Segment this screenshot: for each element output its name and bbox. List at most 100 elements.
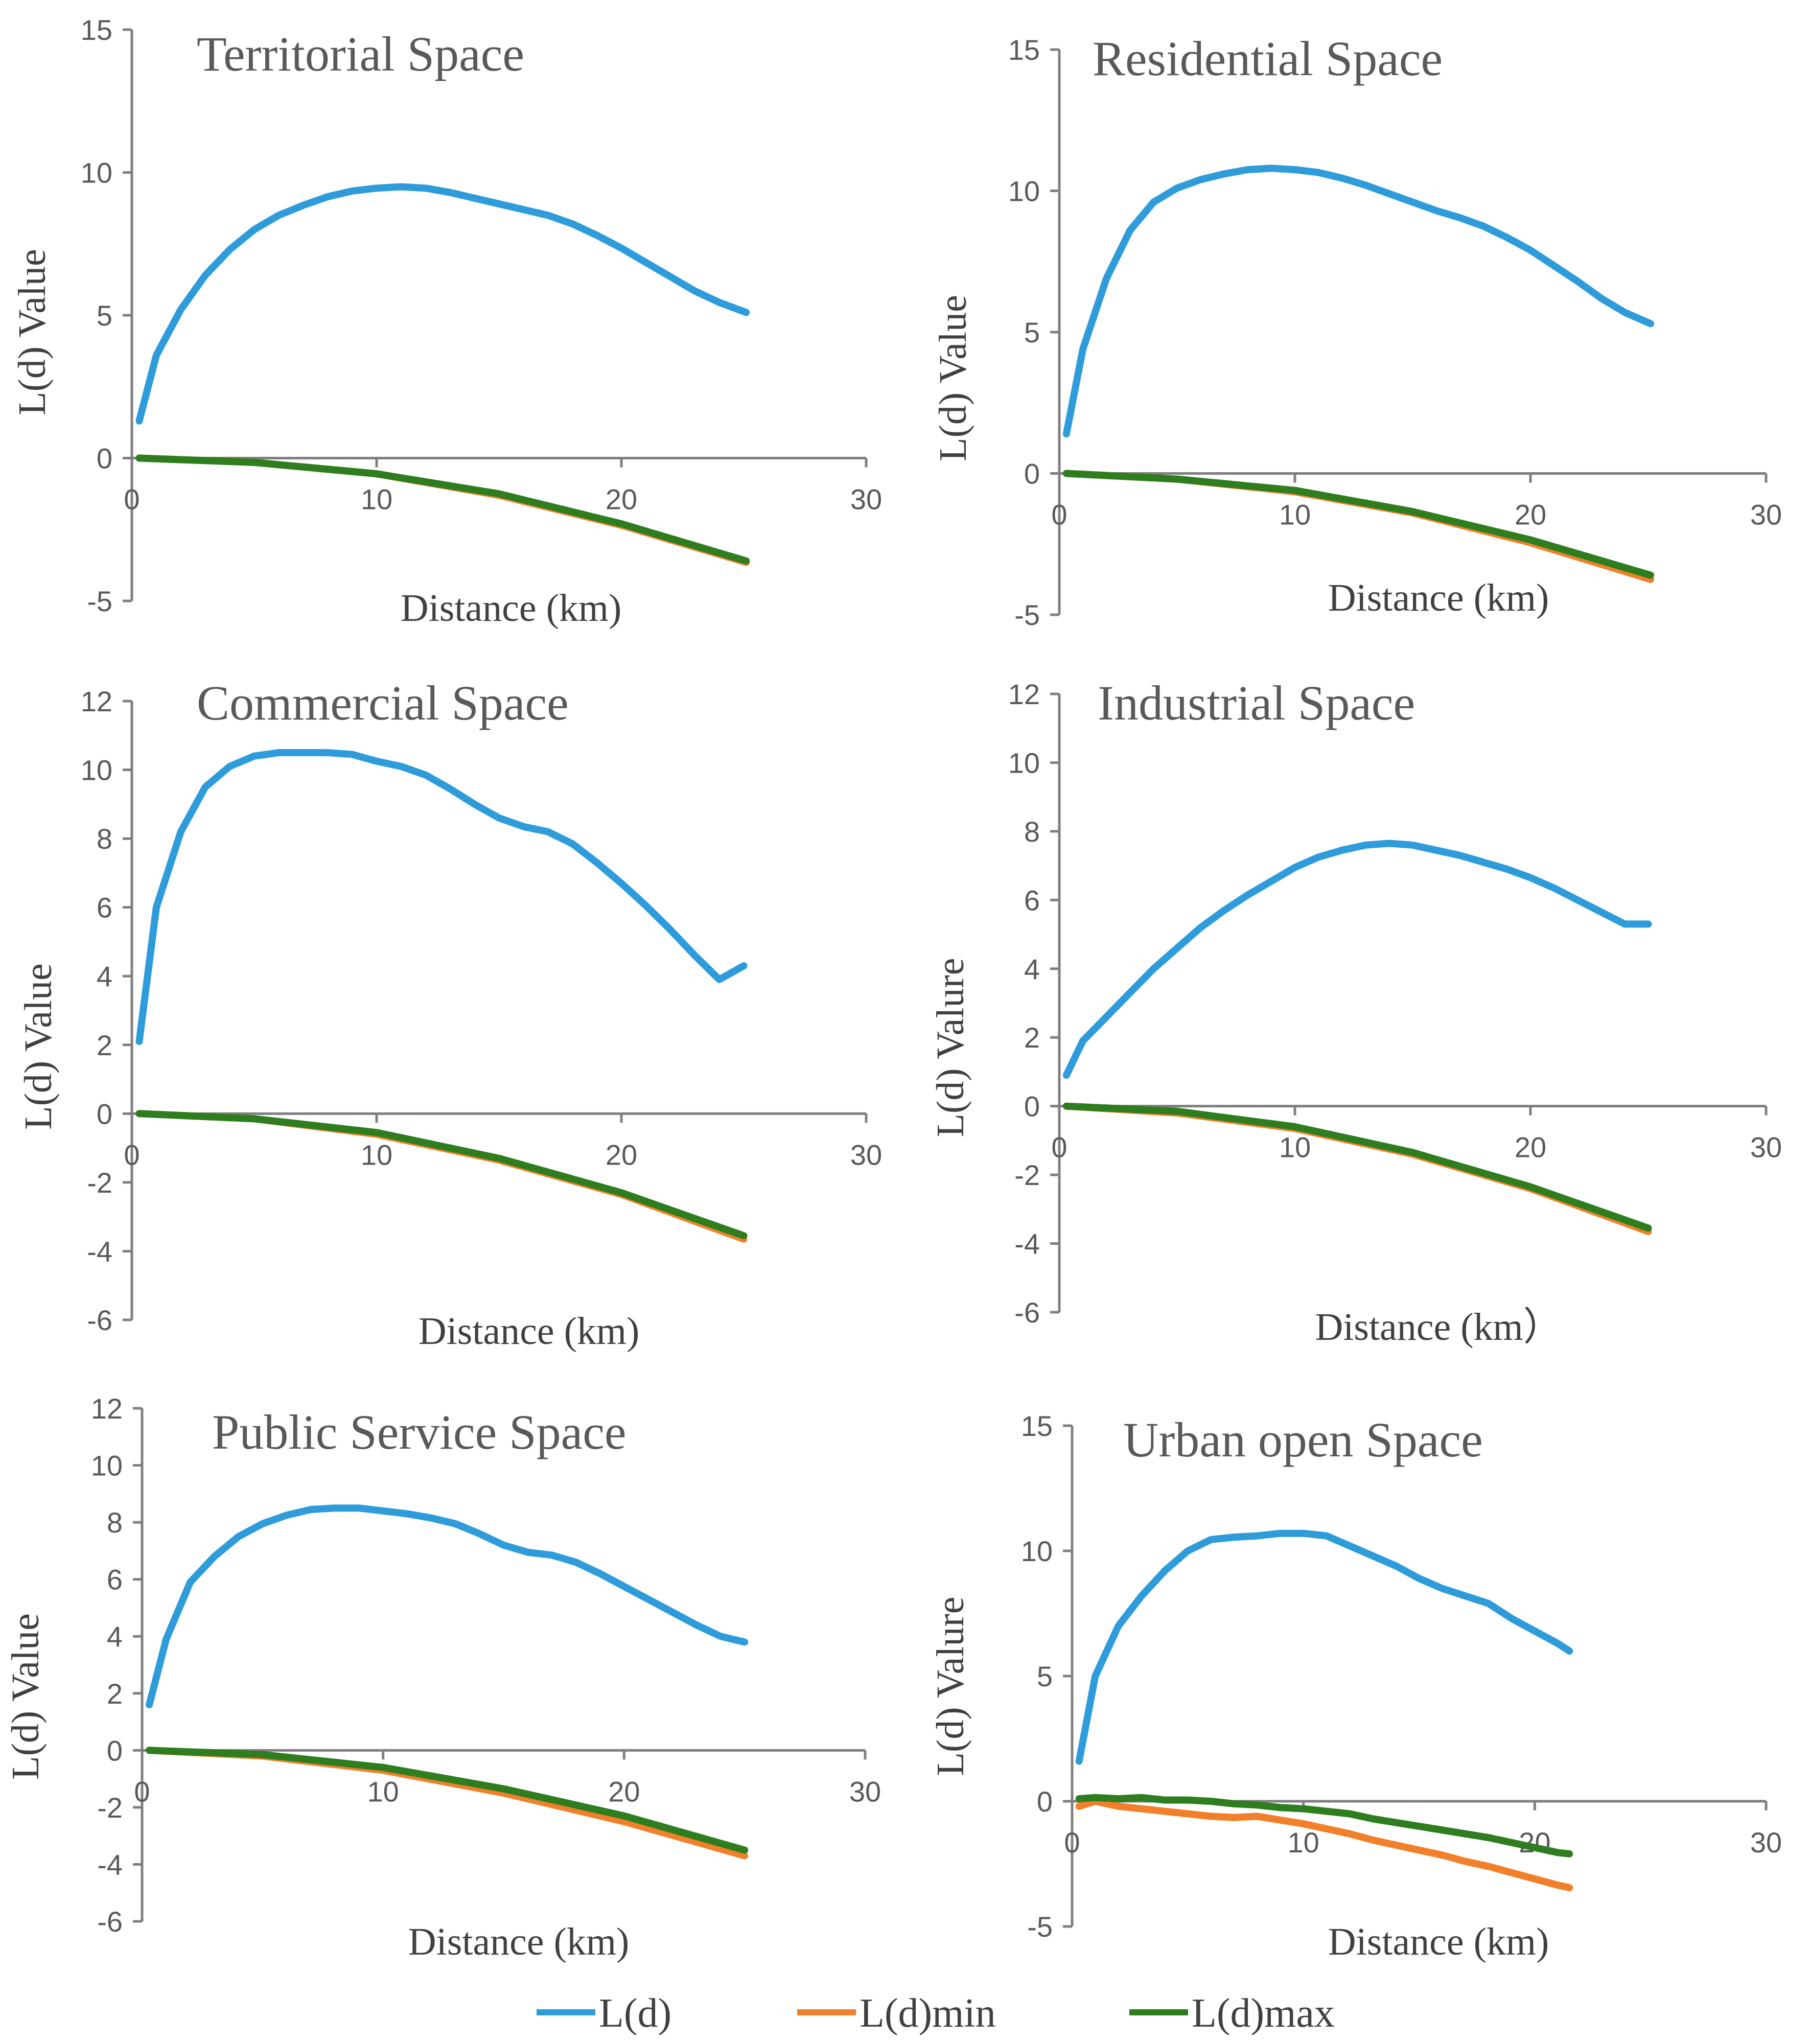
y-tick-label: -2 <box>97 1792 123 1824</box>
y-tick-label: 0 <box>1024 458 1040 490</box>
y-axis-label: L(d) Value <box>4 1613 47 1780</box>
chart-panel-1: -5 0 5 10 15 0 10 20 30 Territorial Space Distance… <box>11 14 882 630</box>
y-tick-label: 2 <box>97 1029 112 1061</box>
panel-title: Urban open Space <box>1123 1412 1483 1467</box>
panel-title: Residential Space <box>1093 31 1443 86</box>
y-tick-label: 2 <box>1024 1021 1040 1054</box>
y-tick-label: 10 <box>91 1450 123 1482</box>
y-tick-label: 0 <box>97 443 112 475</box>
y-tick-label: 12 <box>1008 678 1040 710</box>
y-tick-label: 12 <box>91 1392 123 1425</box>
legend-label: L(d) <box>599 1991 671 2036</box>
y-tick-label: 4 <box>97 960 112 992</box>
x-axis-label: Distance (km) <box>419 1310 640 1353</box>
y-tick-label: 10 <box>1008 175 1040 207</box>
y-tick-label: 0 <box>107 1734 123 1767</box>
chart-panel-2: -5 0 5 10 15 0 10 20 30 Residential Space Distance… <box>932 31 1782 631</box>
series-line-ldmax <box>1075 1794 1573 1857</box>
x-tick-label: 20 <box>1515 499 1546 531</box>
legend-label: L(d)max <box>1192 1991 1335 2036</box>
x-tick-label: 0 <box>124 483 140 516</box>
x-tick-label: 10 <box>1279 499 1311 531</box>
legend-item: L(d)max <box>1129 1991 1335 2036</box>
y-tick-label: 2 <box>107 1678 123 1710</box>
x-tick-label: 10 <box>361 483 392 516</box>
y-tick-label: 15 <box>1008 34 1040 66</box>
x-tick-label: 10 <box>361 1139 392 1171</box>
y-tick-label: 6 <box>1024 884 1040 916</box>
y-tick-label: -6 <box>87 1304 112 1336</box>
y-tick-label: 8 <box>107 1506 123 1539</box>
y-tick-label: 6 <box>107 1564 123 1596</box>
x-tick-label: 30 <box>1750 1826 1782 1859</box>
series-line-ld <box>1062 165 1655 438</box>
y-axis-label: L(d) Valure <box>929 1596 972 1776</box>
panel-title: Territorial Space <box>197 27 524 81</box>
y-tick-label: -4 <box>87 1235 112 1267</box>
y-tick-label: -5 <box>87 585 112 617</box>
series-line-ldmax <box>135 454 750 565</box>
series-line-ldmax <box>135 1110 748 1240</box>
legend-item: L(d)min <box>797 1991 996 2036</box>
y-tick-label: 5 <box>97 299 112 332</box>
x-tick-label: 30 <box>849 1775 881 1807</box>
series-line-ldmin <box>135 454 750 566</box>
y-tick-label: 12 <box>81 685 112 717</box>
y-axis-label: L(d) Value <box>932 295 974 461</box>
panel-title: Public Service Space <box>212 1405 626 1459</box>
series-line-ld <box>135 183 750 425</box>
chart-panel-4: -6 -4 -2 0 2 4 6 8 10 12 0 10 20 30 Industrial Space Di… <box>929 676 1782 1349</box>
y-tick-label: -4 <box>97 1848 123 1880</box>
panel-title: Commercial Space <box>197 676 569 730</box>
y-axis-label: L(d) Valure <box>929 958 972 1137</box>
y-tick-label: 8 <box>97 823 112 855</box>
y-tick-label: 10 <box>81 754 112 786</box>
y-tick-label: 5 <box>1024 316 1040 349</box>
y-axis-label: L(d) Value <box>17 963 60 1130</box>
y-tick-label: -2 <box>87 1167 112 1199</box>
y-tick-label: 8 <box>1024 816 1040 848</box>
y-axis-label: L(d) Value <box>11 249 54 415</box>
y-tick-label: -2 <box>1014 1159 1040 1191</box>
y-tick-label: 4 <box>1024 953 1040 985</box>
x-tick-label: 20 <box>606 483 637 516</box>
y-tick-label: 15 <box>81 14 112 46</box>
chart-panel-3: -6 -4 -2 0 2 4 6 8 10 12 0 10 20 30 Commercial Space Di… <box>17 676 882 1353</box>
series-line-ldmin <box>1075 1798 1573 1892</box>
y-tick-label: -4 <box>1014 1228 1040 1260</box>
x-tick-label: 20 <box>1515 1131 1546 1164</box>
series-line-ld <box>146 1504 749 1709</box>
y-tick-label: 4 <box>107 1620 123 1653</box>
y-tick-label: 5 <box>1037 1660 1053 1692</box>
x-tick-label: 30 <box>1750 1131 1782 1164</box>
x-tick-label: 30 <box>850 1139 882 1171</box>
series-line-ld <box>1075 1529 1573 1765</box>
y-tick-label: 10 <box>1021 1535 1053 1567</box>
y-tick-label: 10 <box>1008 747 1040 779</box>
series-line-ld <box>1062 840 1652 1079</box>
series-line-ldmin <box>146 1747 749 1860</box>
panel-title: Industrial Space <box>1098 676 1415 730</box>
y-tick-label: 0 <box>1037 1785 1053 1818</box>
x-tick-label: 0 <box>1051 499 1067 531</box>
x-axis-label: Distance (km) <box>1328 1920 1549 1963</box>
series-line-ldmax <box>1062 470 1655 579</box>
y-tick-label: 0 <box>1024 1090 1040 1123</box>
x-tick-label: 0 <box>1051 1131 1067 1164</box>
x-axis-label: Distance (km) <box>1328 576 1549 619</box>
x-tick-label: 0 <box>134 1775 150 1807</box>
y-tick-label: -5 <box>1014 599 1040 631</box>
x-tick-label: 0 <box>1064 1826 1080 1859</box>
x-tick-label: 20 <box>608 1775 640 1807</box>
y-tick-label: 15 <box>1021 1410 1053 1442</box>
x-tick-label: 10 <box>1279 1131 1311 1164</box>
x-tick-label: 0 <box>124 1139 140 1171</box>
x-tick-label: 30 <box>850 483 882 516</box>
x-axis-label: Distance (km) <box>401 587 622 630</box>
series-line-ldmax <box>1062 1102 1652 1232</box>
y-tick-label: -6 <box>97 1906 123 1938</box>
legend: L(d) L(d)min L(d)max <box>537 1991 1335 2036</box>
series-line-ld <box>135 749 748 1046</box>
legend-label: L(d)min <box>860 1991 996 2036</box>
